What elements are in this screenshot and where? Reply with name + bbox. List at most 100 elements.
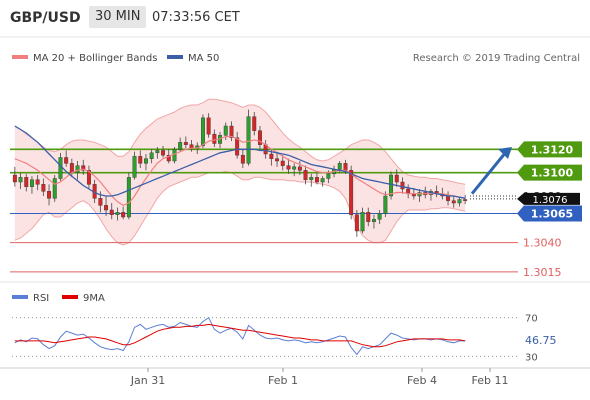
candle: [451, 196, 456, 208]
candle-body: [178, 142, 183, 150]
candle-body: [12, 174, 17, 183]
candle-body: [24, 177, 29, 187]
candle-body: [126, 177, 131, 218]
candle-body: [292, 166, 297, 170]
rsi-line: [14, 316, 466, 356]
candle-body: [200, 117, 205, 147]
candle-body: [446, 195, 451, 201]
candle: [132, 151, 137, 180]
ma50-line: [14, 125, 466, 199]
time-label: Feb 1: [268, 374, 298, 387]
candle: [229, 121, 234, 142]
candle: [121, 206, 126, 220]
candle: [115, 207, 120, 221]
candle-body: [463, 199, 468, 201]
candle: [246, 109, 251, 166]
candle-body: [47, 191, 52, 199]
clock-label: 07:33:56 CET: [152, 10, 240, 25]
candle-body: [212, 133, 217, 144]
candle: [280, 155, 285, 171]
forecast-arrow-head: [498, 147, 512, 159]
candle: [383, 191, 388, 217]
candle: [275, 151, 280, 167]
candle: [371, 214, 376, 229]
main-legend: MA 20 + Bollinger Bands MA 50 Research ©…: [12, 53, 580, 64]
candle-body: [400, 181, 405, 190]
candle: [292, 163, 297, 177]
legend-label-rsi: RSI: [33, 293, 49, 304]
candle-body: [149, 152, 154, 159]
candle: [297, 161, 302, 175]
candle-body: [166, 154, 171, 162]
candle-body: [314, 177, 319, 183]
candle: [29, 176, 34, 194]
candle-body: [115, 212, 120, 215]
candle-body: [41, 184, 46, 192]
candle: [104, 196, 109, 216]
candle: [24, 173, 29, 192]
candle: [457, 197, 462, 207]
candle-body: [104, 205, 109, 211]
price-label-1.3040: 1.3040: [523, 237, 562, 250]
candle-body: [275, 158, 280, 162]
rsi-ma9-line: [14, 323, 466, 348]
price-tag-text: 1.3120: [531, 143, 574, 156]
candle: [252, 112, 257, 136]
candle: [377, 210, 382, 224]
time-label: Jan 31: [130, 374, 165, 387]
candle-body: [132, 156, 137, 178]
last-price-tag: [517, 192, 580, 205]
bollinger-lower-line: [14, 170, 466, 246]
candle: [86, 165, 91, 189]
candle: [52, 175, 57, 202]
candle-body: [354, 214, 359, 232]
candle: [138, 150, 143, 168]
candle-body: [64, 157, 69, 164]
candle-body: [394, 174, 399, 183]
candle: [178, 137, 183, 152]
research-credit: Research © 2019 Trading Central: [413, 53, 580, 64]
bollinger-upper-line: [14, 98, 466, 185]
legend-swatch-rsi: [12, 295, 28, 299]
candle: [206, 113, 211, 138]
price-tag-1.3100: [517, 164, 582, 181]
ma20-line: [14, 135, 466, 206]
candle-body: [360, 212, 365, 232]
price-label-1.3015: 1.3015: [523, 266, 562, 279]
candle: [400, 177, 405, 194]
candle-body: [172, 149, 177, 162]
timeframe-button[interactable]: 30 MIN: [89, 6, 147, 28]
candle: [366, 207, 371, 227]
candle-body: [246, 116, 251, 164]
legend-label-bollinger: MA 20 + Bollinger Bands: [33, 53, 157, 64]
candle-body: [18, 177, 23, 183]
candle: [155, 147, 160, 159]
candle-body: [206, 117, 211, 135]
candle-body: [337, 163, 342, 170]
price-labels: 1.31201.31001.30801.30651.30401.30151.30…: [517, 141, 582, 279]
candle: [303, 165, 308, 185]
candle: [172, 147, 177, 164]
last-price-text: 1.3076: [533, 195, 568, 206]
candle: [354, 210, 359, 237]
candle-body: [35, 179, 40, 185]
forecast-arrow-shaft: [470, 151, 508, 195]
candle: [463, 194, 468, 205]
candle: [81, 159, 86, 175]
candle-body: [69, 163, 74, 173]
candle-body: [309, 177, 314, 180]
rsi-legend: RSI 9MA: [12, 293, 105, 304]
candle-body: [349, 170, 354, 215]
candle: [47, 184, 52, 206]
candle-body: [183, 142, 188, 145]
candle-body: [155, 150, 160, 154]
candle-body: [457, 199, 462, 204]
rsi-level-label: 70: [525, 314, 538, 325]
candle: [309, 173, 314, 187]
candle: [109, 203, 114, 220]
candle-body: [240, 154, 245, 164]
candle: [314, 172, 319, 185]
candle: [349, 165, 354, 220]
